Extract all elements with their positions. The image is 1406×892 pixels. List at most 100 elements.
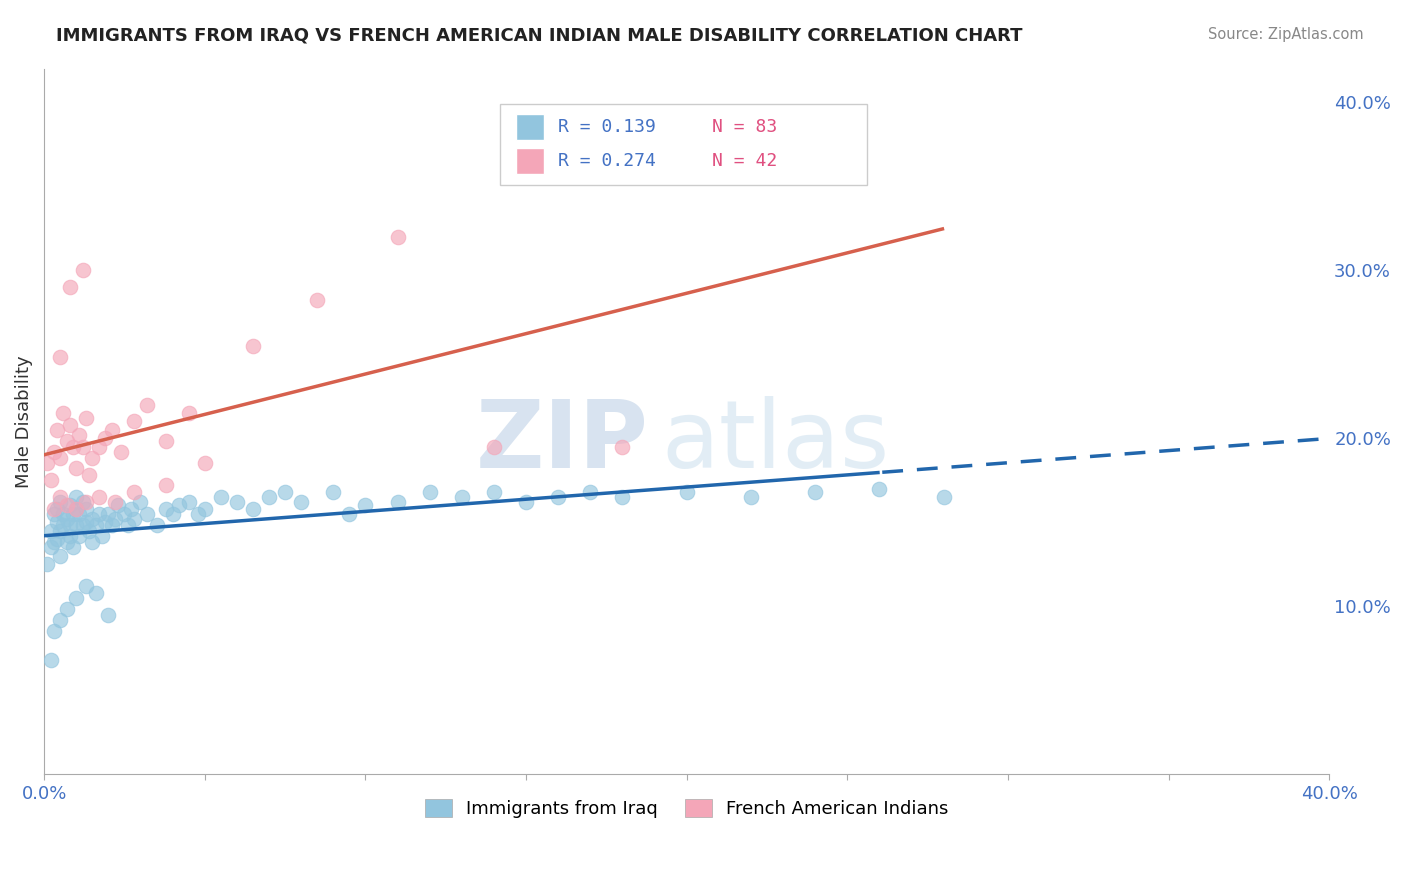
Point	[42, 535, 65, 549]
Point	[450, 490, 472, 504]
Point	[72, 495, 94, 509]
Point	[209, 490, 232, 504]
Point	[242, 501, 264, 516]
Point	[322, 484, 344, 499]
Point	[75, 579, 97, 593]
Point	[740, 490, 762, 504]
Point	[69, 427, 91, 442]
Point	[82, 535, 104, 549]
Point	[869, 482, 891, 496]
Point	[42, 501, 65, 516]
Point	[387, 229, 409, 244]
Point	[91, 528, 114, 542]
Point	[225, 495, 247, 509]
Point	[49, 351, 72, 365]
Point	[612, 490, 634, 504]
Point	[135, 507, 157, 521]
Text: R = 0.139: R = 0.139	[558, 118, 657, 136]
Y-axis label: Male Disability: Male Disability	[15, 355, 32, 488]
FancyBboxPatch shape	[516, 147, 544, 174]
Point	[145, 518, 167, 533]
Point	[187, 507, 209, 521]
Point	[122, 484, 145, 499]
Point	[46, 532, 69, 546]
Point	[155, 434, 177, 449]
Point	[46, 501, 69, 516]
Point	[482, 484, 505, 499]
Legend: Immigrants from Iraq, French American Indians: Immigrants from Iraq, French American In…	[418, 791, 956, 825]
Point	[242, 339, 264, 353]
Point	[837, 162, 859, 177]
Point	[55, 602, 77, 616]
Point	[52, 518, 75, 533]
Text: ZIP: ZIP	[475, 396, 648, 489]
Point	[94, 515, 117, 529]
Point	[72, 518, 94, 533]
Point	[932, 490, 955, 504]
Point	[62, 507, 84, 521]
Point	[97, 507, 120, 521]
Point	[82, 451, 104, 466]
Point	[42, 444, 65, 458]
Point	[39, 541, 62, 555]
Point	[65, 591, 87, 605]
Point	[419, 484, 441, 499]
Point	[49, 451, 72, 466]
Point	[65, 501, 87, 516]
Point	[104, 495, 127, 509]
Point	[579, 484, 602, 499]
Point	[547, 490, 569, 504]
Point	[612, 440, 634, 454]
Point	[49, 549, 72, 563]
Point	[257, 490, 280, 504]
Text: N = 42: N = 42	[713, 152, 778, 170]
Point	[65, 501, 87, 516]
Point	[162, 507, 184, 521]
Point	[354, 499, 377, 513]
Text: IMMIGRANTS FROM IRAQ VS FRENCH AMERICAN INDIAN MALE DISABILITY CORRELATION CHART: IMMIGRANTS FROM IRAQ VS FRENCH AMERICAN …	[56, 27, 1022, 45]
Point	[194, 501, 217, 516]
Text: atlas: atlas	[661, 396, 889, 489]
Point	[65, 461, 87, 475]
Point	[55, 512, 77, 526]
Point	[49, 613, 72, 627]
Point	[194, 456, 217, 470]
Point	[290, 495, 312, 509]
Point	[65, 490, 87, 504]
Point	[39, 653, 62, 667]
Point	[337, 507, 360, 521]
Point	[46, 423, 69, 437]
Point	[135, 398, 157, 412]
Point	[62, 541, 84, 555]
Point	[97, 607, 120, 622]
Point	[55, 434, 77, 449]
Point	[75, 495, 97, 509]
Point	[77, 524, 100, 538]
Point	[114, 507, 136, 521]
Point	[59, 518, 82, 533]
Point	[122, 512, 145, 526]
Point	[177, 495, 200, 509]
Point	[675, 484, 697, 499]
Point	[49, 524, 72, 538]
Point	[274, 484, 297, 499]
Point	[42, 507, 65, 521]
Point	[387, 495, 409, 509]
Point	[59, 528, 82, 542]
Point	[155, 478, 177, 492]
Point	[87, 507, 110, 521]
Point	[37, 557, 59, 571]
Point	[49, 490, 72, 504]
Point	[52, 406, 75, 420]
Point	[167, 499, 190, 513]
Point	[75, 501, 97, 516]
Point	[100, 423, 122, 437]
Point	[482, 440, 505, 454]
Point	[155, 501, 177, 516]
Point	[804, 484, 827, 499]
Point	[177, 406, 200, 420]
Point	[110, 444, 132, 458]
Point	[55, 535, 77, 549]
Point	[62, 440, 84, 454]
Point	[77, 468, 100, 483]
